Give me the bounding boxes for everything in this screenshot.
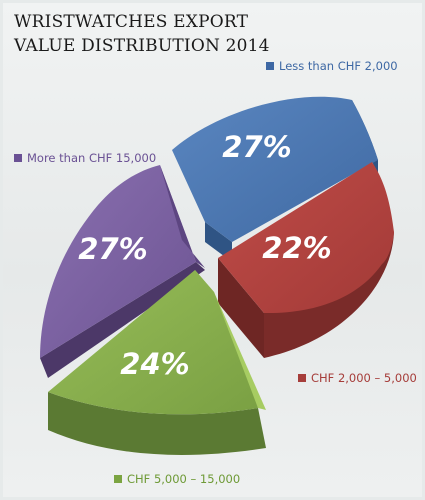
legend-label-5000-15000: CHF 5,000 – 15,000 — [127, 472, 241, 486]
legend-item-less-than-2000: Less than CHF 2,000 — [266, 59, 398, 73]
chart-title-line-1: WRISTWATCHES EXPORT — [14, 12, 249, 32]
legend-label-more-than-15000: More than CHF 15,000 — [27, 151, 157, 165]
slice-2000-5000 — [218, 162, 394, 358]
legend-swatch-more-than-15000 — [14, 154, 22, 162]
slice-more-than-15000-top — [40, 165, 196, 358]
slice-label-less-than-2000: 27% — [222, 130, 291, 164]
legend-label-less-than-2000: Less than CHF 2,000 — [279, 59, 398, 73]
slice-label-more-than-15000: 27% — [78, 232, 147, 266]
legend-item-more-than-15000: More than CHF 15,000 — [14, 151, 156, 165]
slice-5000-15000-edge — [48, 392, 266, 455]
chart-title: WRISTWATCHES EXPORT VALUE DISTRIBUTION 2… — [14, 10, 270, 58]
slice-label-2000-5000: 22% — [262, 231, 331, 265]
slice-more-than-15000 — [40, 165, 205, 378]
legend-label-2000-5000: CHF 2,000 – 5,000 — [311, 371, 417, 385]
slice-2000-5000-side — [218, 258, 264, 358]
slice-less-than-2000-side — [205, 222, 232, 262]
slice-more-than-15000-side — [40, 262, 205, 378]
slice-less-than-2000 — [172, 96, 378, 262]
slice-label-5000-15000: 24% — [120, 347, 189, 381]
legend-swatch-5000-15000 — [114, 475, 122, 483]
legend-item-5000-15000: CHF 5,000 – 15,000 — [114, 472, 240, 486]
legend-swatch-less-than-2000 — [266, 62, 274, 70]
slice-2000-5000-top — [218, 162, 394, 314]
legend-item-2000-5000: CHF 2,000 – 5,000 — [298, 371, 417, 385]
slice-5000-15000-top — [48, 270, 258, 415]
legend-swatch-2000-5000 — [298, 374, 306, 382]
slice-less-than-2000-top — [172, 96, 378, 242]
slice-5000-15000 — [48, 270, 266, 455]
chart-title-line-2: VALUE DISTRIBUTION 2014 — [14, 36, 270, 56]
